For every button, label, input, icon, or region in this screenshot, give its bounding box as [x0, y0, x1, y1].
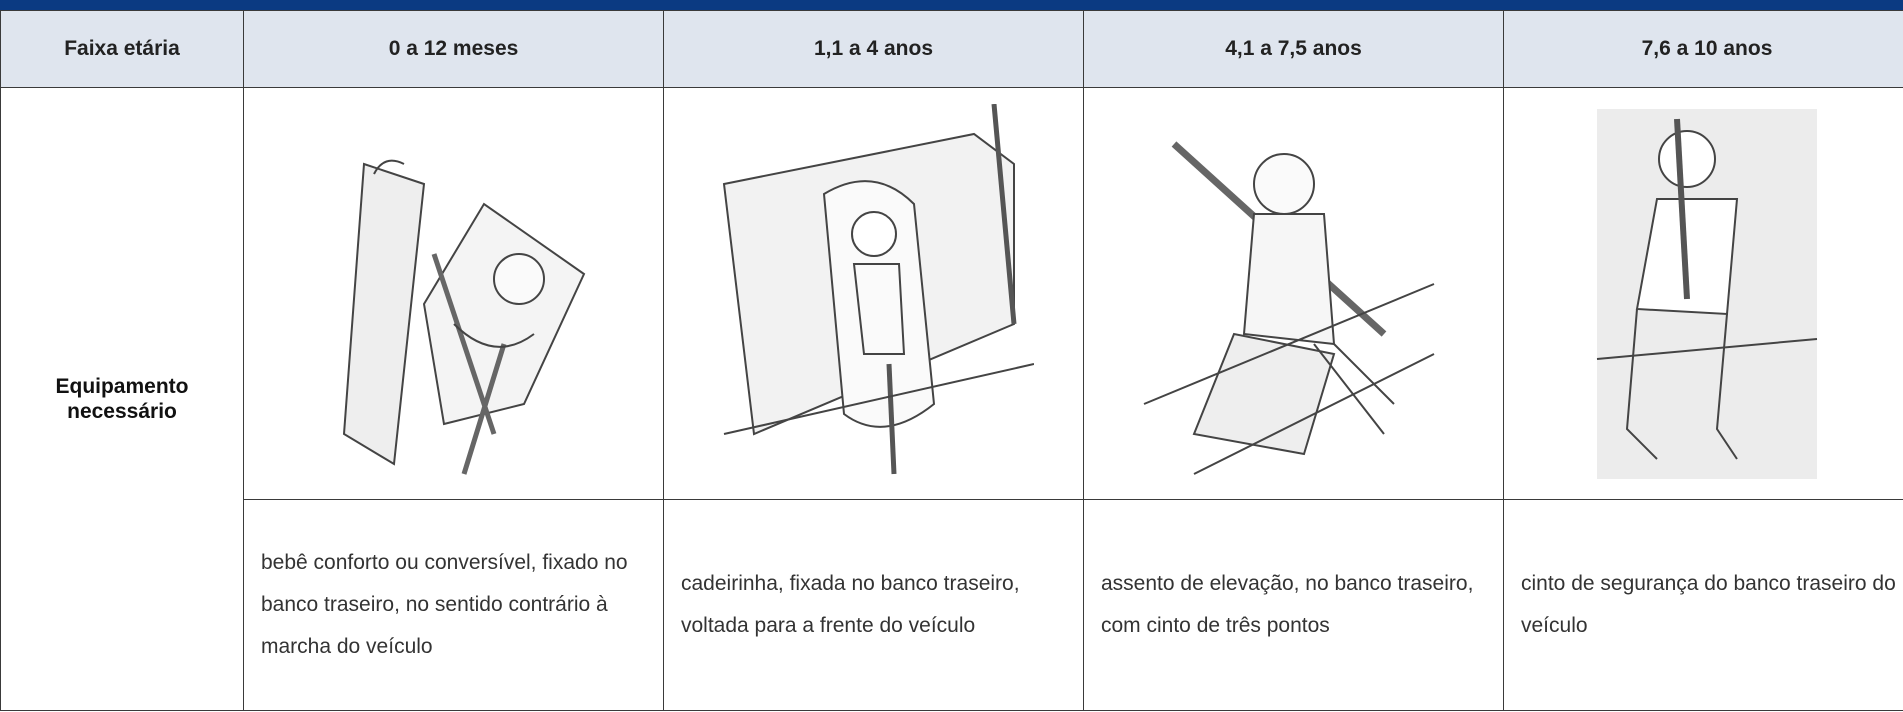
- infant-seat-sketch: [342, 159, 585, 475]
- row-label: Equipamento necessário: [0, 87, 244, 711]
- header-cell: 0 a 12 meses: [243, 10, 664, 88]
- top-bar: [0, 0, 1903, 10]
- row-label-text: Equipamento necessário: [55, 375, 189, 423]
- header-cell: 1,1 a 4 anos: [663, 10, 1084, 88]
- child-seat-sketch: [722, 103, 1034, 474]
- illustration-cell: [1083, 87, 1504, 500]
- description-row: bebê conforto ou conversível, fixado no …: [1, 499, 1903, 711]
- header-cell: 7,6 a 10 anos: [1503, 10, 1903, 88]
- image-row: Equipamento necessário: [0, 87, 1903, 711]
- header-cell: Faixa etária: [0, 10, 244, 88]
- description: cadeirinha, fixada no banco traseiro, vo…: [663, 499, 1084, 711]
- description: bebê conforto ou conversível, fixado no …: [243, 499, 664, 711]
- illustration-cell: [1503, 87, 1903, 500]
- description: assento de elevação, no banco traseiro, …: [1083, 499, 1504, 711]
- belt-sketch: [1596, 108, 1818, 479]
- description: cinto de segurança do banco traseiro do …: [1503, 499, 1903, 711]
- illustration-cell: [243, 87, 664, 500]
- booster-seat-sketch: [1143, 140, 1434, 475]
- age-table: Faixa etária 0 a 12 meses 1,1 a 4 anos 4…: [0, 10, 1903, 711]
- header-row: Faixa etária 0 a 12 meses 1,1 a 4 anos 4…: [0, 10, 1903, 88]
- illustration-cell: [663, 87, 1084, 500]
- header-cell: 4,1 a 7,5 anos: [1083, 10, 1504, 88]
